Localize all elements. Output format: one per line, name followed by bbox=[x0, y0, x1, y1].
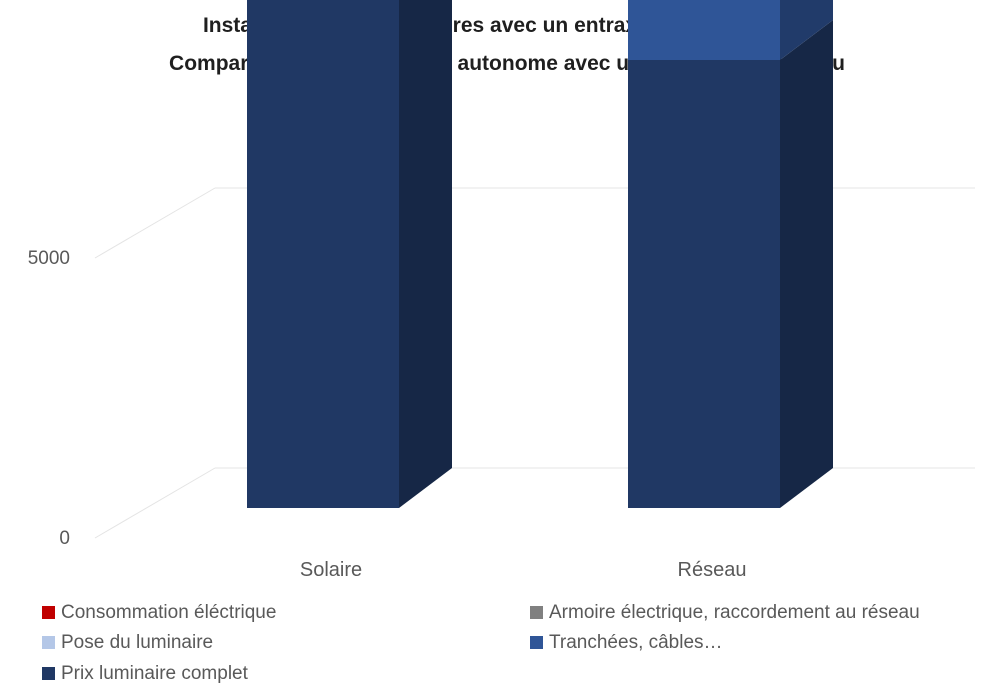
legend-swatch bbox=[42, 636, 55, 649]
bar-stack bbox=[247, 0, 452, 508]
x-axis: Solaire Réseau bbox=[300, 559, 747, 581]
legend-label: Consommation éléctrique bbox=[61, 602, 276, 623]
legend-swatch bbox=[42, 606, 55, 619]
y-tick-label: 0 bbox=[59, 528, 70, 549]
legend-label: Armoire électrique, raccordement au rése… bbox=[549, 602, 920, 623]
bar-segment-front bbox=[628, 0, 780, 60]
legend-item: Armoire électrique, raccordement au rése… bbox=[530, 602, 920, 623]
gridlines bbox=[94, 187, 975, 539]
gridline-diagonal bbox=[94, 187, 216, 259]
y-axis: 050001000015000200002500030000 bbox=[28, 248, 70, 549]
bar-segment-side bbox=[780, 20, 833, 508]
bar-segment-front bbox=[247, 0, 399, 508]
bars bbox=[247, 0, 833, 508]
legend-item: Pose du luminaire bbox=[42, 632, 213, 653]
y-tick-label: 5000 bbox=[28, 248, 70, 269]
x-tick-label: Réseau bbox=[678, 559, 747, 581]
legend-swatch bbox=[530, 636, 543, 649]
gridline-diagonal bbox=[94, 467, 216, 539]
legend-swatch bbox=[530, 606, 543, 619]
legend-item: Tranchées, câbles… bbox=[530, 632, 723, 653]
legend: Consommation éléctrique Armoire électriqu… bbox=[42, 602, 920, 684]
x-tick-label: Solaire bbox=[300, 559, 362, 581]
legend-item: Consommation éléctrique bbox=[42, 602, 276, 623]
legend-label: Tranchées, câbles… bbox=[549, 632, 723, 653]
legend-swatch bbox=[42, 667, 55, 680]
legend-label: Prix luminaire complet bbox=[61, 663, 249, 684]
legend-label: Pose du luminaire bbox=[61, 632, 213, 653]
legend-item: Prix luminaire complet bbox=[42, 663, 249, 684]
bar-segment-side bbox=[399, 0, 452, 508]
bar-segment-side bbox=[780, 0, 833, 60]
bar-stack bbox=[628, 0, 833, 508]
bar-segment-front bbox=[628, 60, 780, 508]
